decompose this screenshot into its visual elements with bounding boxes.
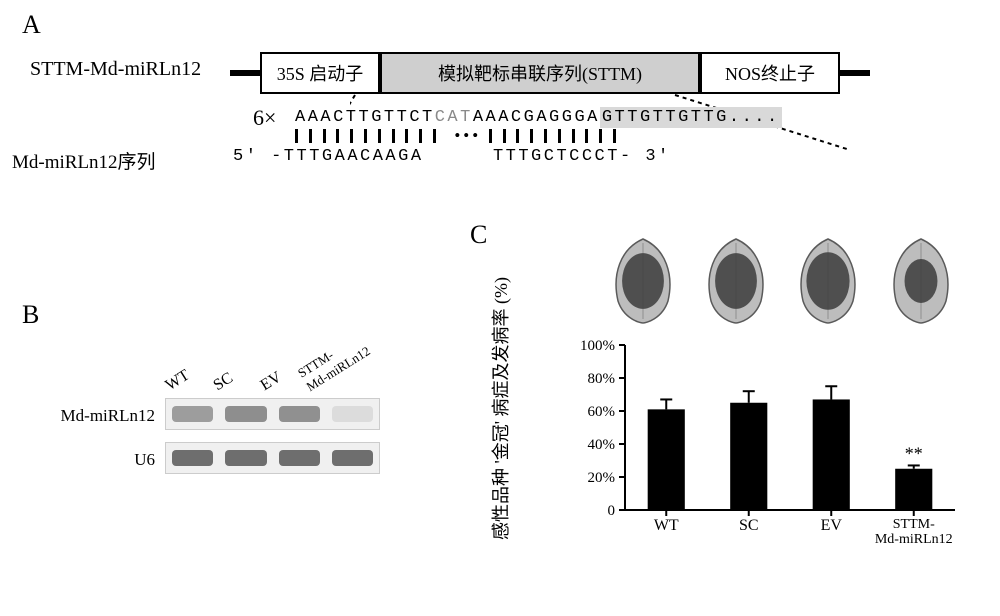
mirna-sequence: 5' -TTTGAACAAGA TTTGCTCCCT- 3': [233, 147, 671, 166]
mirna-seq-label: Md-miRLn12序列: [12, 147, 156, 174]
incidence-bar-chart: 0 20% 40% 60% 80% 100% WT SC EV ** STTM-Md-miRLn12: [570, 335, 965, 555]
gel-band: [279, 450, 320, 466]
lane-label: EV: [257, 368, 285, 395]
seq-bottom-5: 5' -TTTGAACAAGA: [233, 147, 424, 166]
construct-boxes: 35S 启动子 模拟靶标串联序列(STTM) NOS终止子: [230, 52, 870, 94]
lane-label: STTM-Md-miRLn12: [295, 330, 373, 395]
gel-band: [172, 450, 213, 466]
lane-label: SC: [210, 369, 236, 395]
seq-top-post: AAACGAGGGA: [473, 108, 600, 127]
blot-row2: [165, 442, 380, 474]
lane-headers: WTSCEVSTTM-Md-miRLn12: [172, 335, 402, 395]
construct-line-left: [230, 70, 260, 76]
panel-c: 感性品种 '金冠' 病症及发病率 (%) 0 20% 40% 60% 80% 100% WT…: [485, 230, 985, 600]
svg-text:STTM-: STTM-: [893, 517, 935, 532]
svg-text:20%: 20%: [588, 470, 616, 486]
leaf-image: [886, 235, 956, 325]
seq-top-linker: GTTGTTGTTG....: [600, 107, 782, 128]
sttm-box: 模拟靶标串联序列(STTM): [380, 52, 700, 94]
leaf-image: [608, 235, 678, 325]
gel-band: [225, 450, 266, 466]
svg-text:SC: SC: [739, 517, 759, 534]
blot-row2-label: U6: [40, 450, 155, 470]
promoter-box: 35S 启动子: [260, 52, 380, 94]
svg-text:80%: 80%: [588, 371, 616, 387]
lane-label: WT: [162, 367, 193, 395]
seq-top-pre: AAACTTGTTCT: [295, 108, 435, 127]
gel-band: [332, 406, 373, 422]
gel-band: [279, 406, 320, 422]
svg-text:**: **: [905, 443, 923, 463]
leaf-image: [701, 235, 771, 325]
panel-b-label: B: [22, 300, 39, 330]
svg-text:100%: 100%: [580, 338, 615, 354]
pairing-ticks: •••: [295, 129, 627, 149]
construct-diagram: STTM-Md-miRLn12 35S 启动子 模拟靶标串联序列(STTM) N…: [30, 40, 970, 115]
gel-band: [225, 406, 266, 422]
svg-text:40%: 40%: [588, 437, 616, 453]
chart-y-axis-label: 感性品种 '金冠' 病症及发病率 (%): [487, 277, 513, 540]
gel-band: [332, 450, 373, 466]
seq-top-bulge: CAT: [435, 108, 473, 127]
svg-text:Md-miRLn12: Md-miRLn12: [875, 532, 953, 547]
six-x-label: 6×: [253, 105, 276, 131]
sttm-sequence: AAACTTGTTCTCATAAACGAGGGAGTTGTTGTTG....: [295, 108, 782, 127]
seq-bottom-3: TTTGCTCCCT- 3': [493, 147, 671, 166]
leaf-images-row: [597, 230, 967, 330]
svg-text:WT: WT: [654, 517, 679, 534]
blot-row1: [165, 398, 380, 430]
construct-name-label: STTM-Md-miRLn12: [30, 58, 201, 81]
panel-a-label: A: [22, 10, 41, 40]
svg-text:EV: EV: [821, 517, 843, 534]
nos-box: NOS终止子: [700, 52, 840, 94]
svg-text:60%: 60%: [588, 404, 616, 420]
gel-band: [172, 406, 213, 422]
svg-text:0: 0: [608, 503, 616, 519]
blot-row1-label: Md-miRLn12: [40, 406, 155, 426]
leaf-image: [793, 235, 863, 325]
construct-line-right: [840, 70, 870, 76]
